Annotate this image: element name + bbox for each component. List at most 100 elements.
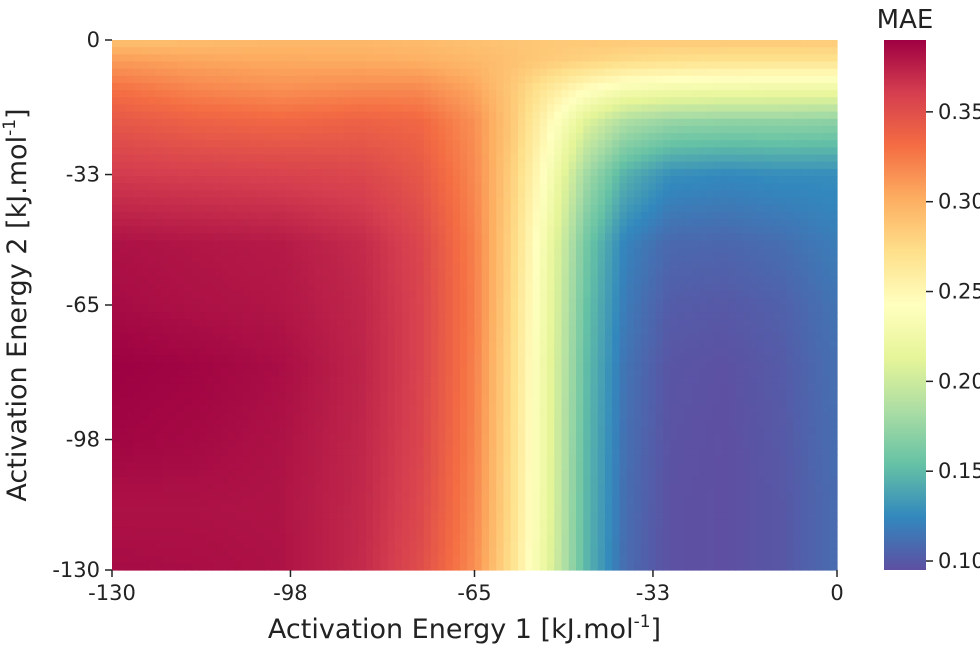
heatmap-cell [460, 362, 468, 371]
heatmap-cell [576, 383, 584, 392]
heatmap-cell [170, 254, 178, 263]
heatmap-cell [235, 312, 244, 320]
heatmap-cell [721, 68, 729, 77]
heatmap-cell [271, 283, 280, 292]
heatmap-cell [452, 369, 461, 378]
heatmap-cell [467, 240, 476, 249]
heatmap-cell [532, 54, 541, 63]
heatmap-cell [576, 326, 584, 335]
heatmap-cell [663, 383, 671, 392]
heatmap-cell [351, 219, 360, 227]
heatmap-cell [445, 61, 454, 70]
heatmap-cell [757, 390, 766, 399]
heatmap-cell [532, 168, 541, 177]
heatmap-cell [663, 197, 671, 206]
heatmap-cell [445, 305, 454, 313]
heatmap-cell [300, 297, 309, 306]
heatmap-cell [735, 197, 744, 206]
heatmap-cell [445, 168, 454, 177]
heatmap-cell [670, 355, 679, 363]
heatmap-cell [699, 333, 708, 342]
heatmap-cell [170, 140, 178, 149]
heatmap-cell [351, 226, 360, 234]
heatmap-cell [431, 240, 439, 249]
heatmap-cell [467, 262, 476, 270]
heatmap-cell [822, 68, 831, 77]
heatmap-cell [568, 319, 577, 328]
heatmap-cell [706, 247, 715, 256]
heatmap-cell [503, 276, 512, 285]
heatmap-cell [278, 390, 287, 399]
heatmap-cell [677, 240, 686, 249]
heatmap-cell [677, 204, 686, 213]
heatmap-cell [590, 197, 599, 206]
heatmap-cell [220, 290, 229, 299]
heatmap-cell [648, 54, 657, 63]
heatmap-cell [271, 68, 280, 77]
heatmap-cell [249, 290, 258, 299]
heatmap-cell [568, 183, 577, 191]
heatmap-cell [547, 61, 555, 70]
heatmap-cell [315, 204, 323, 213]
heatmap-cell [648, 283, 657, 292]
heatmap-cell [460, 54, 468, 63]
heatmap-cell [590, 211, 599, 220]
heatmap-cell [590, 90, 599, 98]
heatmap-cell [706, 125, 715, 134]
heatmap-cell [438, 154, 447, 163]
heatmap-cell [402, 176, 410, 184]
heatmap-cell [786, 276, 795, 285]
heatmap-cell [496, 369, 505, 378]
heatmap-cell [670, 240, 679, 249]
heatmap-cell [322, 333, 331, 342]
heatmap-cell [547, 140, 555, 149]
heatmap-cell [213, 233, 222, 242]
heatmap-cell [452, 140, 461, 149]
heatmap-cell [133, 312, 142, 320]
heatmap-cell [228, 204, 236, 213]
heatmap-cell [771, 305, 780, 313]
heatmap-cell [351, 82, 360, 91]
heatmap-cell [597, 54, 606, 63]
heatmap-cell [561, 240, 570, 249]
heatmap-cell [394, 118, 403, 127]
heatmap-cell [286, 262, 294, 270]
heatmap-cell [293, 183, 302, 191]
heatmap-cell [409, 290, 418, 299]
heatmap-cell [670, 390, 679, 399]
heatmap-cell [568, 140, 577, 149]
heatmap-cell [829, 247, 838, 256]
heatmap-cell [655, 383, 664, 392]
heatmap-cell [126, 312, 135, 320]
heatmap-cell [460, 326, 468, 335]
heatmap-cell [184, 168, 193, 177]
heatmap-cell [764, 297, 773, 306]
heatmap-cell [786, 61, 795, 70]
heatmap-cell [728, 226, 737, 234]
heatmap-cell [460, 355, 468, 363]
heatmap-cell [510, 133, 519, 141]
heatmap-cell [815, 147, 824, 156]
heatmap-cell [721, 204, 729, 213]
heatmap-cell [539, 140, 548, 149]
heatmap-cell [619, 347, 628, 356]
heatmap-cell [713, 90, 722, 98]
heatmap-cell [699, 211, 708, 220]
heatmap-cell [503, 347, 512, 356]
heatmap-cell [481, 226, 490, 234]
heatmap-cell [235, 297, 244, 306]
heatmap-cell [249, 262, 258, 270]
heatmap-cell [568, 82, 577, 91]
heatmap-cell [286, 147, 294, 156]
heatmap-cell [213, 97, 222, 106]
heatmap-cell [561, 390, 570, 399]
heatmap-cell [358, 190, 367, 199]
heatmap-cell [177, 319, 186, 328]
heatmap-cell [532, 376, 541, 385]
heatmap-cell [597, 276, 606, 285]
heatmap-cell [344, 176, 352, 184]
heatmap-cell [576, 154, 584, 163]
heatmap-cell [655, 319, 664, 328]
heatmap-cell [786, 90, 795, 98]
heatmap-cell [815, 40, 824, 48]
